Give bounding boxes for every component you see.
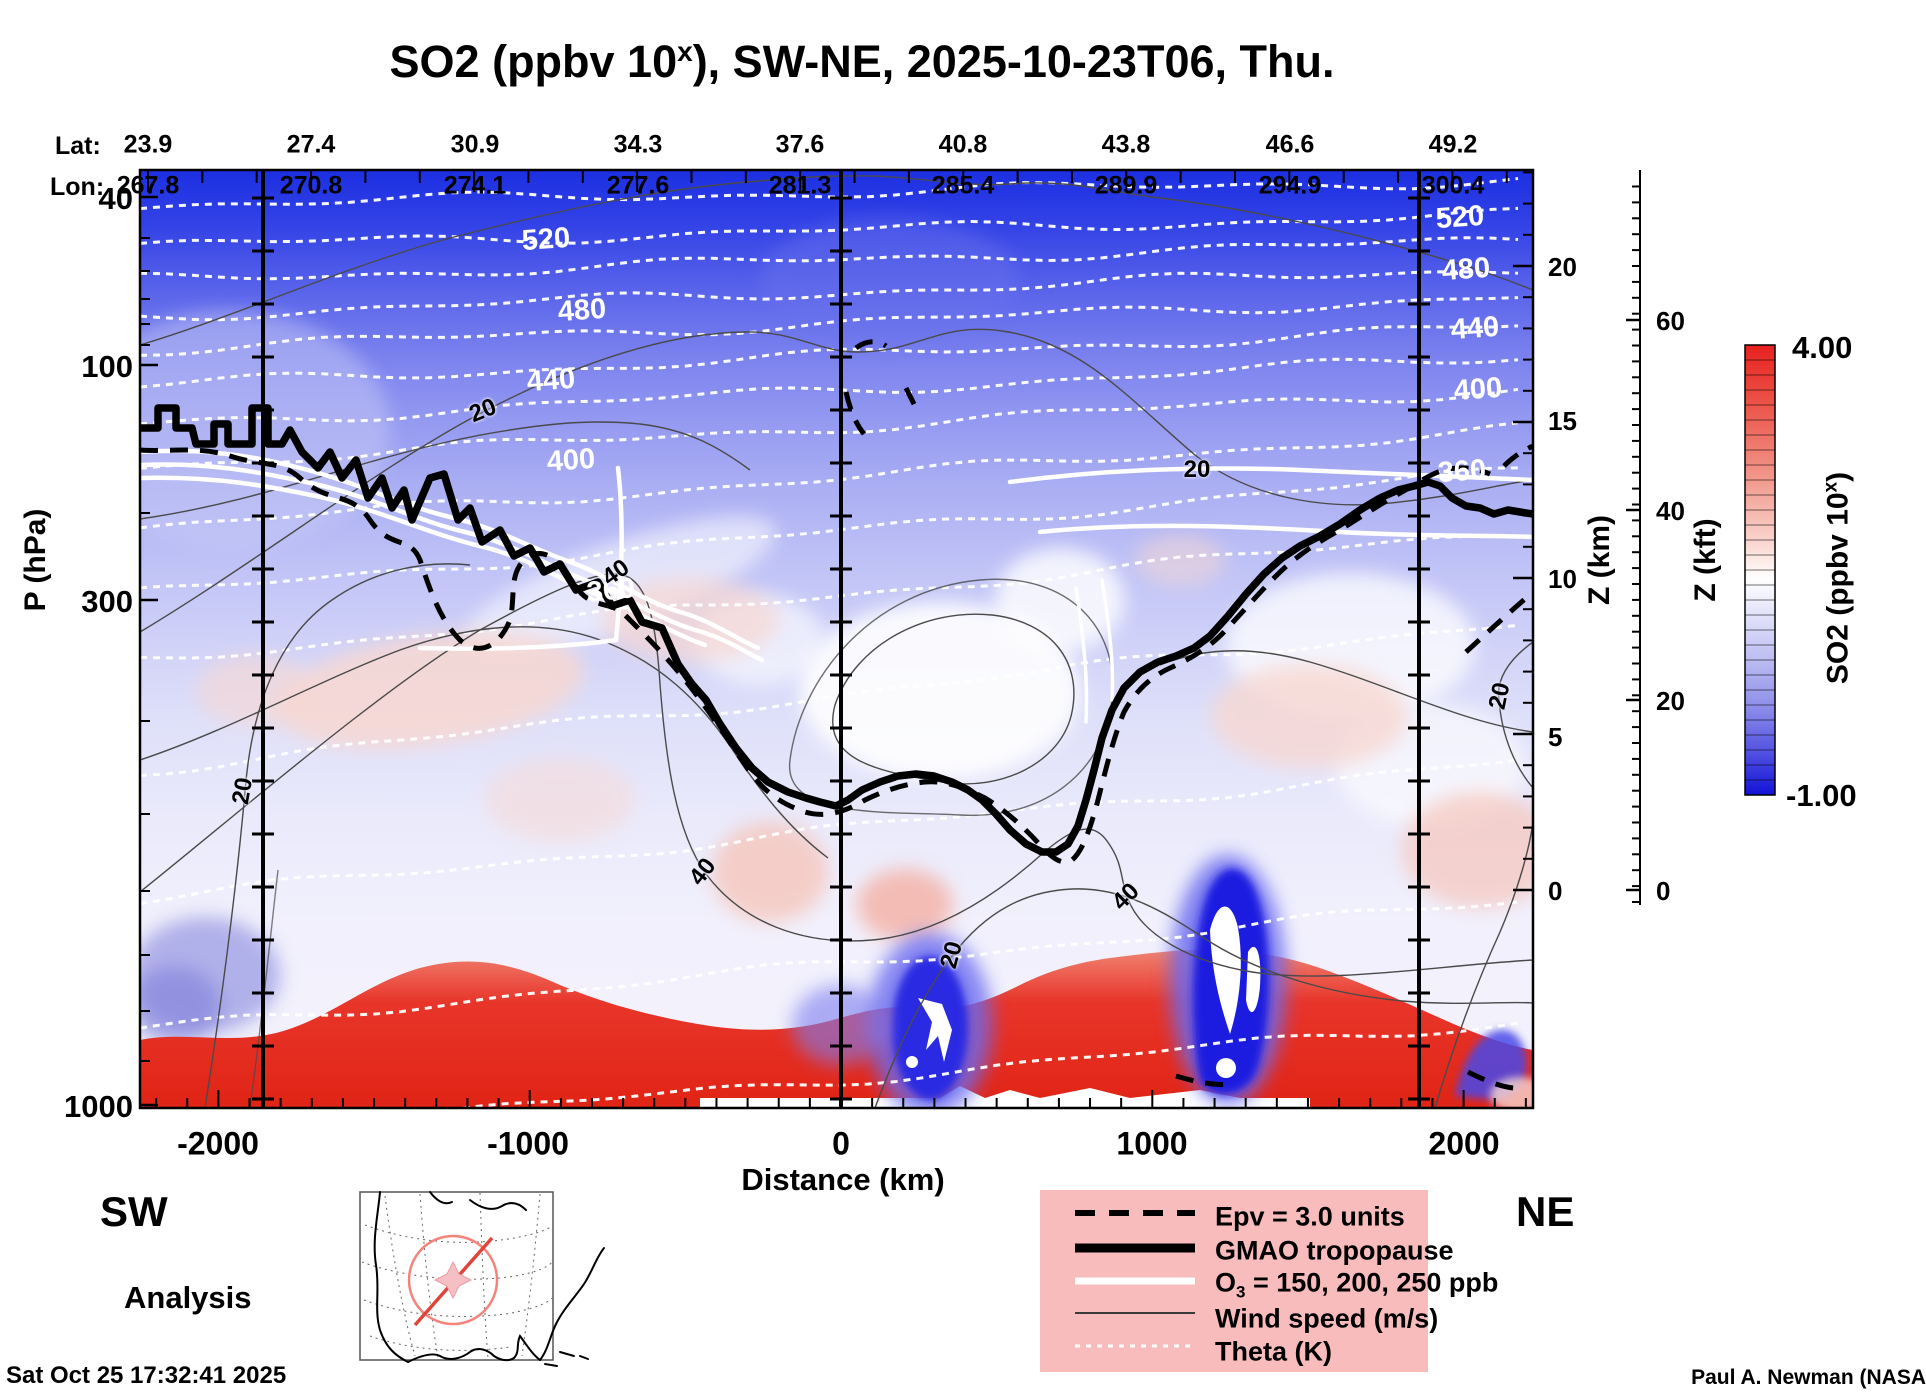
legend-row-theta: Theta (K) <box>1040 1335 1428 1369</box>
tropopause-line <box>140 404 1533 856</box>
pressure-axis-ticks <box>140 195 158 1107</box>
epv-line-swatch <box>1075 1210 1195 1216</box>
legend-row-wind: Wind speed (m/s) <box>1040 1302 1438 1336</box>
epv-contour <box>140 339 1533 1091</box>
theta-line-swatch <box>1075 1344 1195 1348</box>
wind-line-swatch <box>1075 1312 1195 1314</box>
map-location-star <box>433 1260 473 1300</box>
legend-o3-label: O3 = 150, 200, 250 ppb <box>1215 1267 1499 1302</box>
wind-speed-contours <box>140 175 1533 1108</box>
waypoint-marker-lines <box>252 170 1430 1108</box>
map-graticule <box>361 1192 553 1359</box>
z-km-axis-ticks <box>1513 171 1533 892</box>
map-inset <box>359 1191 605 1367</box>
legend-epv-label: Epv = 3.0 units <box>1215 1201 1405 1232</box>
bottom-axis-ticks <box>155 1090 1527 1108</box>
legend-row-epv: Epv = 3.0 units <box>1040 1200 1428 1234</box>
z-kft-axis-ticks <box>1626 185 1640 903</box>
legend-theta-label: Theta (K) <box>1215 1336 1332 1367</box>
ozone-line-swatch <box>1075 1277 1195 1285</box>
colorbar <box>1744 344 1776 796</box>
legend-wind-label: Wind speed (m/s) <box>1215 1303 1439 1334</box>
so2-filled-field <box>140 170 1533 1108</box>
tropopause-line-swatch <box>1075 1243 1195 1253</box>
map-coastline <box>373 1191 605 1367</box>
theta-contours <box>140 177 1519 1108</box>
legend-row-tropopause: GMAO tropopause <box>1040 1234 1454 1268</box>
legend-tropopause-label: GMAO tropopause <box>1215 1235 1454 1266</box>
legend: Epv = 3.0 units GMAO tropopause O3 = 150… <box>1040 1190 1498 1372</box>
plot-frame <box>138 168 1535 1110</box>
top-axis-ticks <box>147 170 1508 192</box>
map-range-circle <box>407 1234 499 1326</box>
legend-row-o3: O3 = 150, 200, 250 ppb <box>1040 1267 1498 1302</box>
